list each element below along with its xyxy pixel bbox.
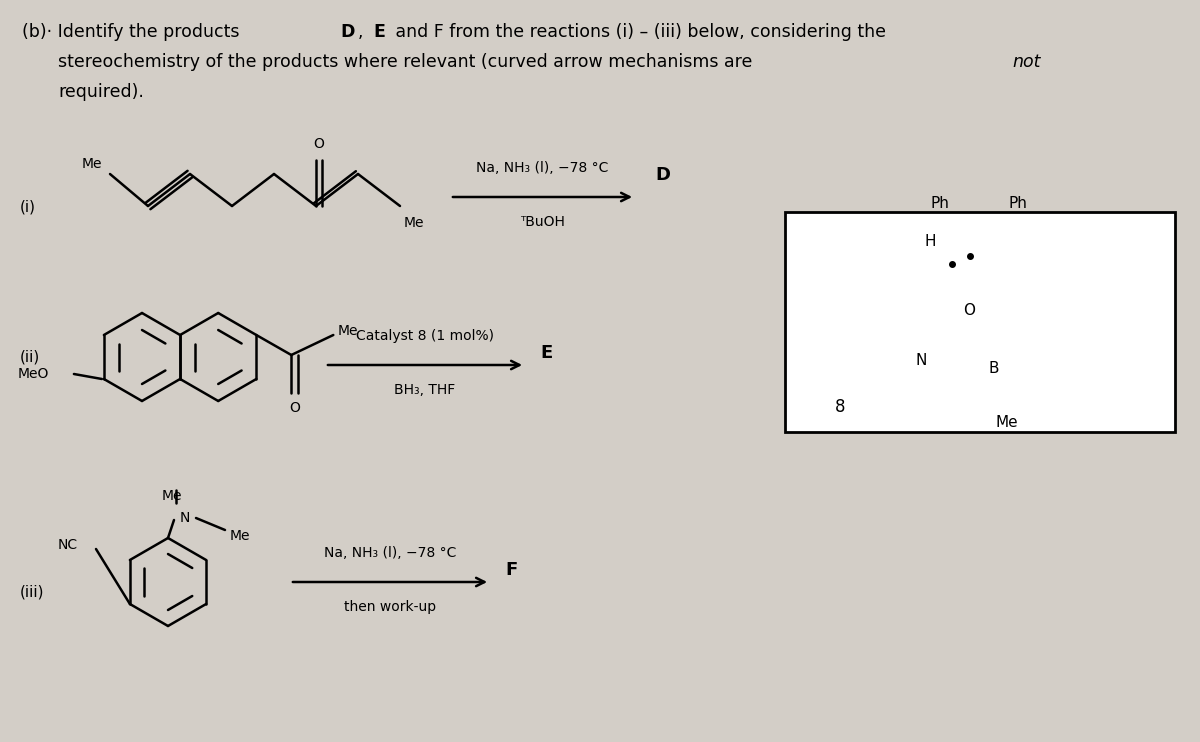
Text: Me: Me — [82, 157, 102, 171]
Text: Me: Me — [230, 529, 251, 543]
Text: E: E — [540, 344, 552, 362]
Text: Ph: Ph — [930, 197, 949, 211]
Text: Catalyst 8 (1 mol%): Catalyst 8 (1 mol%) — [356, 329, 494, 343]
Text: H: H — [924, 234, 936, 249]
Text: O: O — [964, 303, 976, 318]
Text: then work-up: then work-up — [344, 600, 436, 614]
Text: Na, NH₃ (l), −78 °C: Na, NH₃ (l), −78 °C — [324, 546, 456, 560]
Text: 8: 8 — [835, 398, 845, 416]
Text: N: N — [916, 352, 928, 367]
Text: ,: , — [358, 23, 370, 41]
Text: Me: Me — [162, 489, 182, 503]
Text: (iii): (iii) — [20, 585, 44, 600]
Text: ᵀBuOH: ᵀBuOH — [520, 215, 565, 229]
Text: Na, NH₃ (l), −78 °C: Na, NH₃ (l), −78 °C — [476, 161, 608, 175]
Text: not: not — [1012, 53, 1040, 71]
Text: (b)· Identify the products: (b)· Identify the products — [22, 23, 245, 41]
Text: D: D — [340, 23, 354, 41]
Bar — [785, 212, 1175, 432]
Text: BH₃, THF: BH₃, THF — [395, 383, 456, 397]
Text: MeO: MeO — [18, 367, 49, 381]
Text: E: E — [373, 23, 385, 41]
Text: NC: NC — [58, 538, 78, 552]
Text: O: O — [289, 401, 300, 415]
Text: Me: Me — [404, 216, 425, 230]
Text: (ii): (ii) — [20, 349, 41, 364]
Text: O: O — [313, 137, 324, 151]
Text: Ph: Ph — [1008, 197, 1027, 211]
Text: (i): (i) — [20, 200, 36, 214]
Text: stereochemistry of the products where relevant (curved arrow mechanisms are: stereochemistry of the products where re… — [58, 53, 758, 71]
Text: F: F — [505, 561, 517, 579]
Text: Me: Me — [337, 324, 358, 338]
Text: required).: required). — [58, 83, 144, 101]
Text: B: B — [988, 361, 998, 375]
Text: and F from the reactions (i) – (iii) below, considering the: and F from the reactions (i) – (iii) bel… — [390, 23, 886, 41]
Text: N: N — [180, 511, 191, 525]
Text: Me: Me — [995, 415, 1018, 430]
Text: D: D — [655, 166, 670, 184]
